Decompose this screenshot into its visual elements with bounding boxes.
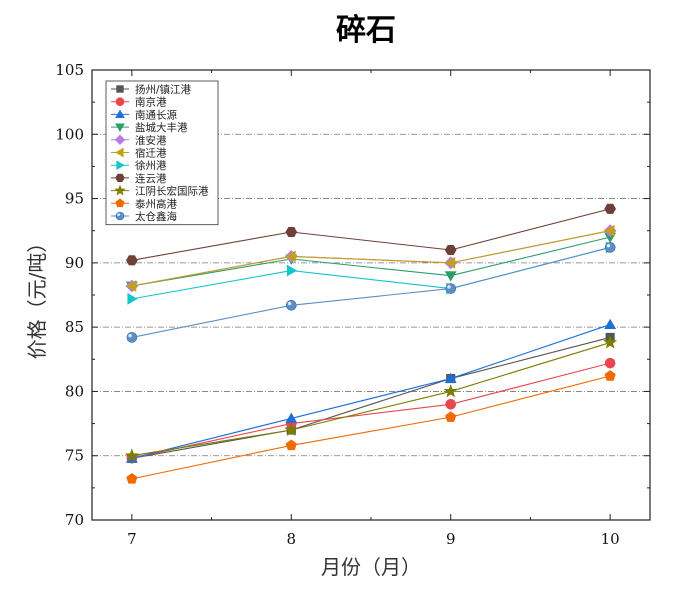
data-point (445, 411, 457, 422)
data-point (445, 283, 457, 294)
y-tick-label: 105 (55, 61, 84, 79)
data-point (285, 439, 297, 451)
y-tick-label: 70 (65, 511, 84, 529)
series-line (131, 336, 611, 459)
legend-marker (115, 147, 124, 158)
y-tick-label: 85 (65, 318, 84, 336)
legend-marker (115, 109, 125, 118)
legend-label: 宿迁港 (135, 147, 167, 160)
data-point (444, 256, 456, 269)
legend-label: 南通长源 (135, 108, 177, 121)
data-point (604, 203, 616, 214)
series-5 (125, 224, 617, 293)
series-10 (126, 370, 616, 484)
data-point (127, 292, 138, 305)
series-8 (126, 203, 616, 266)
data-point (285, 299, 297, 311)
data-point (284, 422, 299, 436)
data-point (126, 280, 137, 292)
data-point-highlight (128, 333, 132, 338)
chart-title: 碎石 (336, 13, 396, 48)
series-line (131, 230, 611, 287)
series-line (131, 246, 611, 338)
data-point-highlight (447, 285, 451, 289)
x-tick-label: 7 (127, 530, 137, 548)
legend-marker (115, 97, 125, 106)
legend-marker-highlight (117, 213, 120, 217)
data-point (285, 250, 296, 263)
axis-ticks: 70 75 80 85 90 95 100 105 7 8 9 10 (55, 61, 650, 548)
data-point (126, 255, 138, 266)
data-point (604, 224, 615, 237)
data-point (444, 244, 457, 256)
data-point (604, 357, 616, 369)
legend-label: 扬州/镇江港 (135, 83, 192, 96)
data-point (126, 332, 138, 343)
data-point (126, 472, 138, 484)
data-point (285, 412, 298, 423)
y-tick-label: 80 (65, 382, 84, 400)
series-line (131, 236, 611, 287)
data-point (604, 318, 617, 330)
data-point (603, 335, 618, 349)
x-axis-title: 月份（月） (321, 555, 421, 579)
y-axis-title: 价格（元/吨） (25, 233, 49, 360)
series-6 (126, 224, 615, 292)
legend-label: 南京港 (135, 96, 167, 109)
legend-marker (115, 173, 125, 183)
legend-label: 盐城大丰港 (135, 121, 188, 134)
legend-marker (114, 184, 126, 196)
data-point (285, 226, 298, 238)
legend-marker (115, 211, 125, 221)
y-tick-label: 75 (65, 447, 84, 465)
data-point (444, 372, 457, 384)
series-9 (124, 335, 618, 462)
series-line (131, 362, 611, 459)
legend-label: 淮安港 (135, 134, 167, 147)
legend-marker (114, 134, 126, 146)
x-tick-label: 8 (287, 530, 297, 548)
legend-marker (116, 85, 124, 93)
series-4 (125, 232, 617, 292)
data-point-highlight (287, 301, 292, 306)
y-tick-label: 95 (65, 190, 84, 208)
x-tick-label: 10 (601, 530, 620, 548)
y-tick-label: 90 (65, 254, 84, 272)
legend-marker (116, 160, 125, 171)
legend-label: 太仓鑫海 (135, 210, 177, 223)
data-point (604, 370, 616, 381)
series-line (131, 208, 611, 261)
legend: 扬州/镇江港南京港南通长源盐城大丰港淮安港宿迁港徐州港连云港江阴长宏国际港泰州高… (105, 80, 219, 226)
legend-label: 江阴长宏国际港 (135, 185, 209, 198)
data-point (443, 384, 458, 398)
legend-label: 连云港 (135, 172, 167, 185)
series-line (131, 342, 611, 457)
data-point-highlight (606, 243, 611, 248)
series-11 (126, 242, 616, 343)
x-tick-label: 9 (446, 530, 456, 548)
legend-marker (115, 123, 125, 132)
y-tick-label: 100 (55, 125, 84, 143)
series-line (131, 375, 611, 480)
data-point (124, 448, 139, 462)
series-layer (124, 203, 618, 484)
legend-marker (115, 198, 125, 208)
series-line (131, 324, 611, 459)
legend-label: 泰州高港 (135, 197, 177, 210)
data-point (604, 242, 616, 253)
data-point (445, 398, 457, 410)
data-point (444, 271, 457, 282)
legend-label: 徐州港 (135, 159, 167, 172)
series-line (131, 230, 611, 287)
series-3 (125, 318, 617, 463)
data-point (286, 264, 298, 277)
